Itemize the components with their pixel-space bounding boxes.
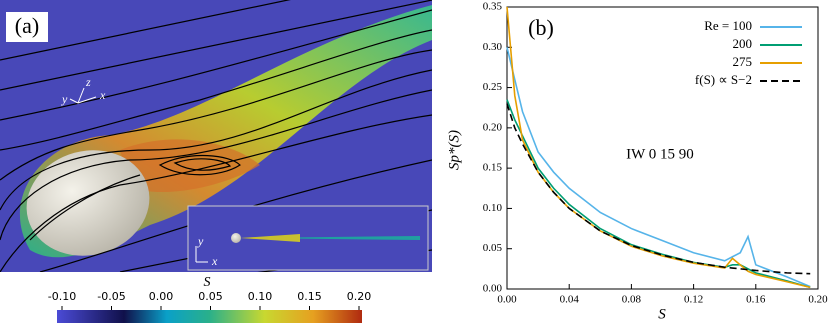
legend-label: 200: [733, 36, 753, 51]
panel-label: (b): [528, 15, 554, 40]
y-tick-label: 0.10: [483, 202, 503, 214]
label-box: [518, 14, 564, 46]
axis-label: y: [61, 92, 68, 106]
y-tick-label: 0.30: [483, 41, 503, 53]
y-tick-label: 0.05: [483, 242, 503, 254]
plot-frame: [506, 6, 819, 290]
axis-label: y: [197, 234, 204, 248]
legend-label: f(S) ∝ S−2: [695, 72, 752, 87]
series-line: [506, 99, 811, 289]
colorbar-tick-label: 0.00: [149, 290, 174, 303]
colorbar-tick-label: -0.10: [48, 290, 76, 303]
colorbar-tick-label: 0.10: [248, 290, 273, 303]
colorbar: [57, 310, 362, 323]
colorbar-label: S: [204, 275, 211, 290]
series-line: [506, 47, 811, 288]
colorbar-tick-label: 0.20: [347, 290, 372, 303]
x-tick-label: 0.04: [560, 294, 580, 306]
y-tick-label: 0.35: [483, 1, 503, 13]
annotation: IW 0 15 90: [626, 146, 694, 162]
flow-image: [0, 0, 432, 272]
x-tick-label: 0.08: [622, 294, 642, 306]
series-line: [506, 6, 811, 289]
x-tick-label: 0.20: [808, 294, 828, 306]
x-axis-label: S: [658, 306, 666, 322]
y-tick-label: 0.15: [483, 162, 503, 174]
label-box: [6, 12, 48, 42]
axis-label: z: [85, 75, 91, 89]
x-tick-label: 0.12: [684, 294, 703, 306]
legend-label: Re = 100: [704, 18, 752, 33]
panel-label: (a): [15, 13, 39, 38]
x-tick-label: 0.16: [746, 294, 766, 306]
axis-label: x: [211, 254, 218, 268]
y-axis-label: Sp*(S): [446, 130, 462, 170]
colorbar-tick-label: 0.05: [198, 290, 223, 303]
y-tick-label: 0.25: [483, 81, 503, 93]
legend-label: 275: [733, 54, 753, 69]
x-tick-label: 0.00: [497, 294, 517, 306]
colorbar-tick-label: 0.15: [297, 290, 322, 303]
colorbar-tick-label: -0.05: [97, 290, 125, 303]
y-tick-label: 0.00: [483, 283, 503, 295]
series-line: [506, 103, 811, 275]
y-tick-label: 0.20: [483, 121, 503, 133]
axis-label: x: [99, 88, 106, 102]
